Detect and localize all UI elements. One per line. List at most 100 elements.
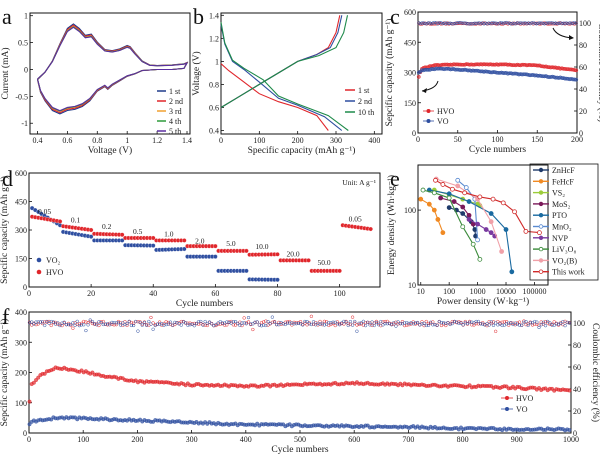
ce-point: [431, 323, 435, 327]
ce-point: [456, 21, 461, 25]
rate-point: [182, 246, 187, 252]
capacity-point: [27, 422, 32, 427]
arrowhead: [422, 88, 427, 93]
ce-point: [36, 320, 40, 324]
ce-point: [468, 22, 472, 26]
ce-point: [537, 323, 541, 327]
ce-point: [535, 322, 539, 327]
ce-point: [131, 321, 136, 326]
x-tick-label: 60: [211, 289, 219, 298]
y-tick-label: 450: [15, 198, 27, 207]
ce-point: [333, 323, 337, 328]
ragone-point: [462, 190, 468, 196]
legend-marker: [538, 246, 544, 252]
ce-point: [194, 321, 199, 326]
ragone-point: [440, 230, 446, 236]
ce-point: [257, 323, 262, 327]
ce-point: [60, 321, 64, 325]
ce-point: [368, 323, 372, 327]
panel-label-f: f: [2, 304, 10, 329]
ragone-point: [475, 221, 480, 227]
ragone-line: [457, 179, 479, 240]
ce-point: [523, 21, 527, 25]
ce-point: [467, 320, 472, 325]
ce-point: [548, 322, 552, 327]
ce-point: [90, 321, 95, 326]
ce-point: [275, 322, 279, 327]
y2-tick-label: 20: [573, 407, 581, 416]
ce-point: [199, 319, 203, 324]
ce-point: [279, 322, 283, 326]
ragone-line: [435, 179, 540, 234]
ce-point: [426, 21, 430, 25]
ce-point: [366, 320, 370, 325]
ragone-point: [523, 228, 529, 234]
ce-point: [398, 322, 402, 326]
ce-point: [188, 323, 192, 327]
ce-point: [66, 322, 71, 327]
y2-tick-label: 0: [573, 429, 577, 438]
ragone-point: [455, 177, 461, 183]
ce-point: [186, 321, 190, 325]
ce-point: [445, 22, 450, 26]
ce-point: [535, 320, 539, 324]
legend-label: 2 nd: [358, 97, 372, 106]
ce-point: [251, 327, 255, 332]
ce-point: [525, 22, 529, 26]
ce-point: [322, 323, 327, 327]
ce-point: [264, 323, 268, 328]
ce-point: [342, 319, 346, 324]
ce-point: [329, 321, 333, 325]
y-axis-label: Sepcific capacity (mAh g⁻¹): [384, 19, 395, 127]
legend-label: VO: [437, 117, 449, 126]
ce-point: [567, 321, 572, 325]
legend-marker: [538, 201, 544, 207]
ce-point: [541, 322, 546, 326]
ce-point: [203, 319, 207, 324]
ce-point: [374, 320, 379, 325]
ce-point: [383, 321, 387, 326]
ce-point: [424, 323, 428, 328]
ce-point: [207, 320, 212, 324]
ce-point: [498, 21, 502, 25]
ce-point: [201, 323, 205, 327]
ce-point: [553, 21, 558, 25]
legend-label: VS₂: [552, 189, 565, 198]
ce-point: [565, 21, 569, 25]
ce-point: [101, 322, 105, 327]
ce-point: [73, 323, 77, 327]
ce-point: [34, 320, 38, 324]
ce-point: [301, 323, 305, 327]
ce-point: [464, 21, 469, 26]
ce-point: [376, 321, 381, 325]
rate-label: 10.0: [255, 242, 268, 251]
ce-point: [136, 320, 140, 324]
y-tick-label: 0: [24, 65, 28, 74]
ce-point: [504, 20, 508, 25]
ce-point: [515, 321, 519, 325]
gcd-curve-discharge: [220, 22, 349, 131]
unit-note: Unit: A g⁻¹: [342, 178, 376, 187]
ce-point: [489, 321, 493, 326]
ce-point: [407, 323, 411, 327]
ce-point: [129, 323, 134, 328]
legend-label: 1 st: [169, 87, 181, 96]
legend-label: MnO₂: [552, 223, 572, 232]
ce-point: [372, 323, 376, 328]
ce-point: [461, 21, 465, 25]
ce-point: [444, 323, 448, 328]
x-tick-label: 0.8: [92, 136, 102, 145]
ce-point: [409, 322, 413, 326]
ragone-point: [431, 190, 437, 196]
ce-point: [450, 22, 454, 26]
ce-point: [561, 320, 565, 324]
ce-point: [394, 324, 398, 328]
ragone-point: [460, 204, 466, 210]
ce-point: [136, 329, 140, 333]
ce-point: [353, 321, 357, 325]
ce-point: [183, 321, 188, 325]
ragone-point: [512, 209, 517, 215]
ce-point: [448, 322, 452, 327]
x-tick-label: 50: [454, 135, 462, 144]
ce-point: [531, 22, 535, 26]
